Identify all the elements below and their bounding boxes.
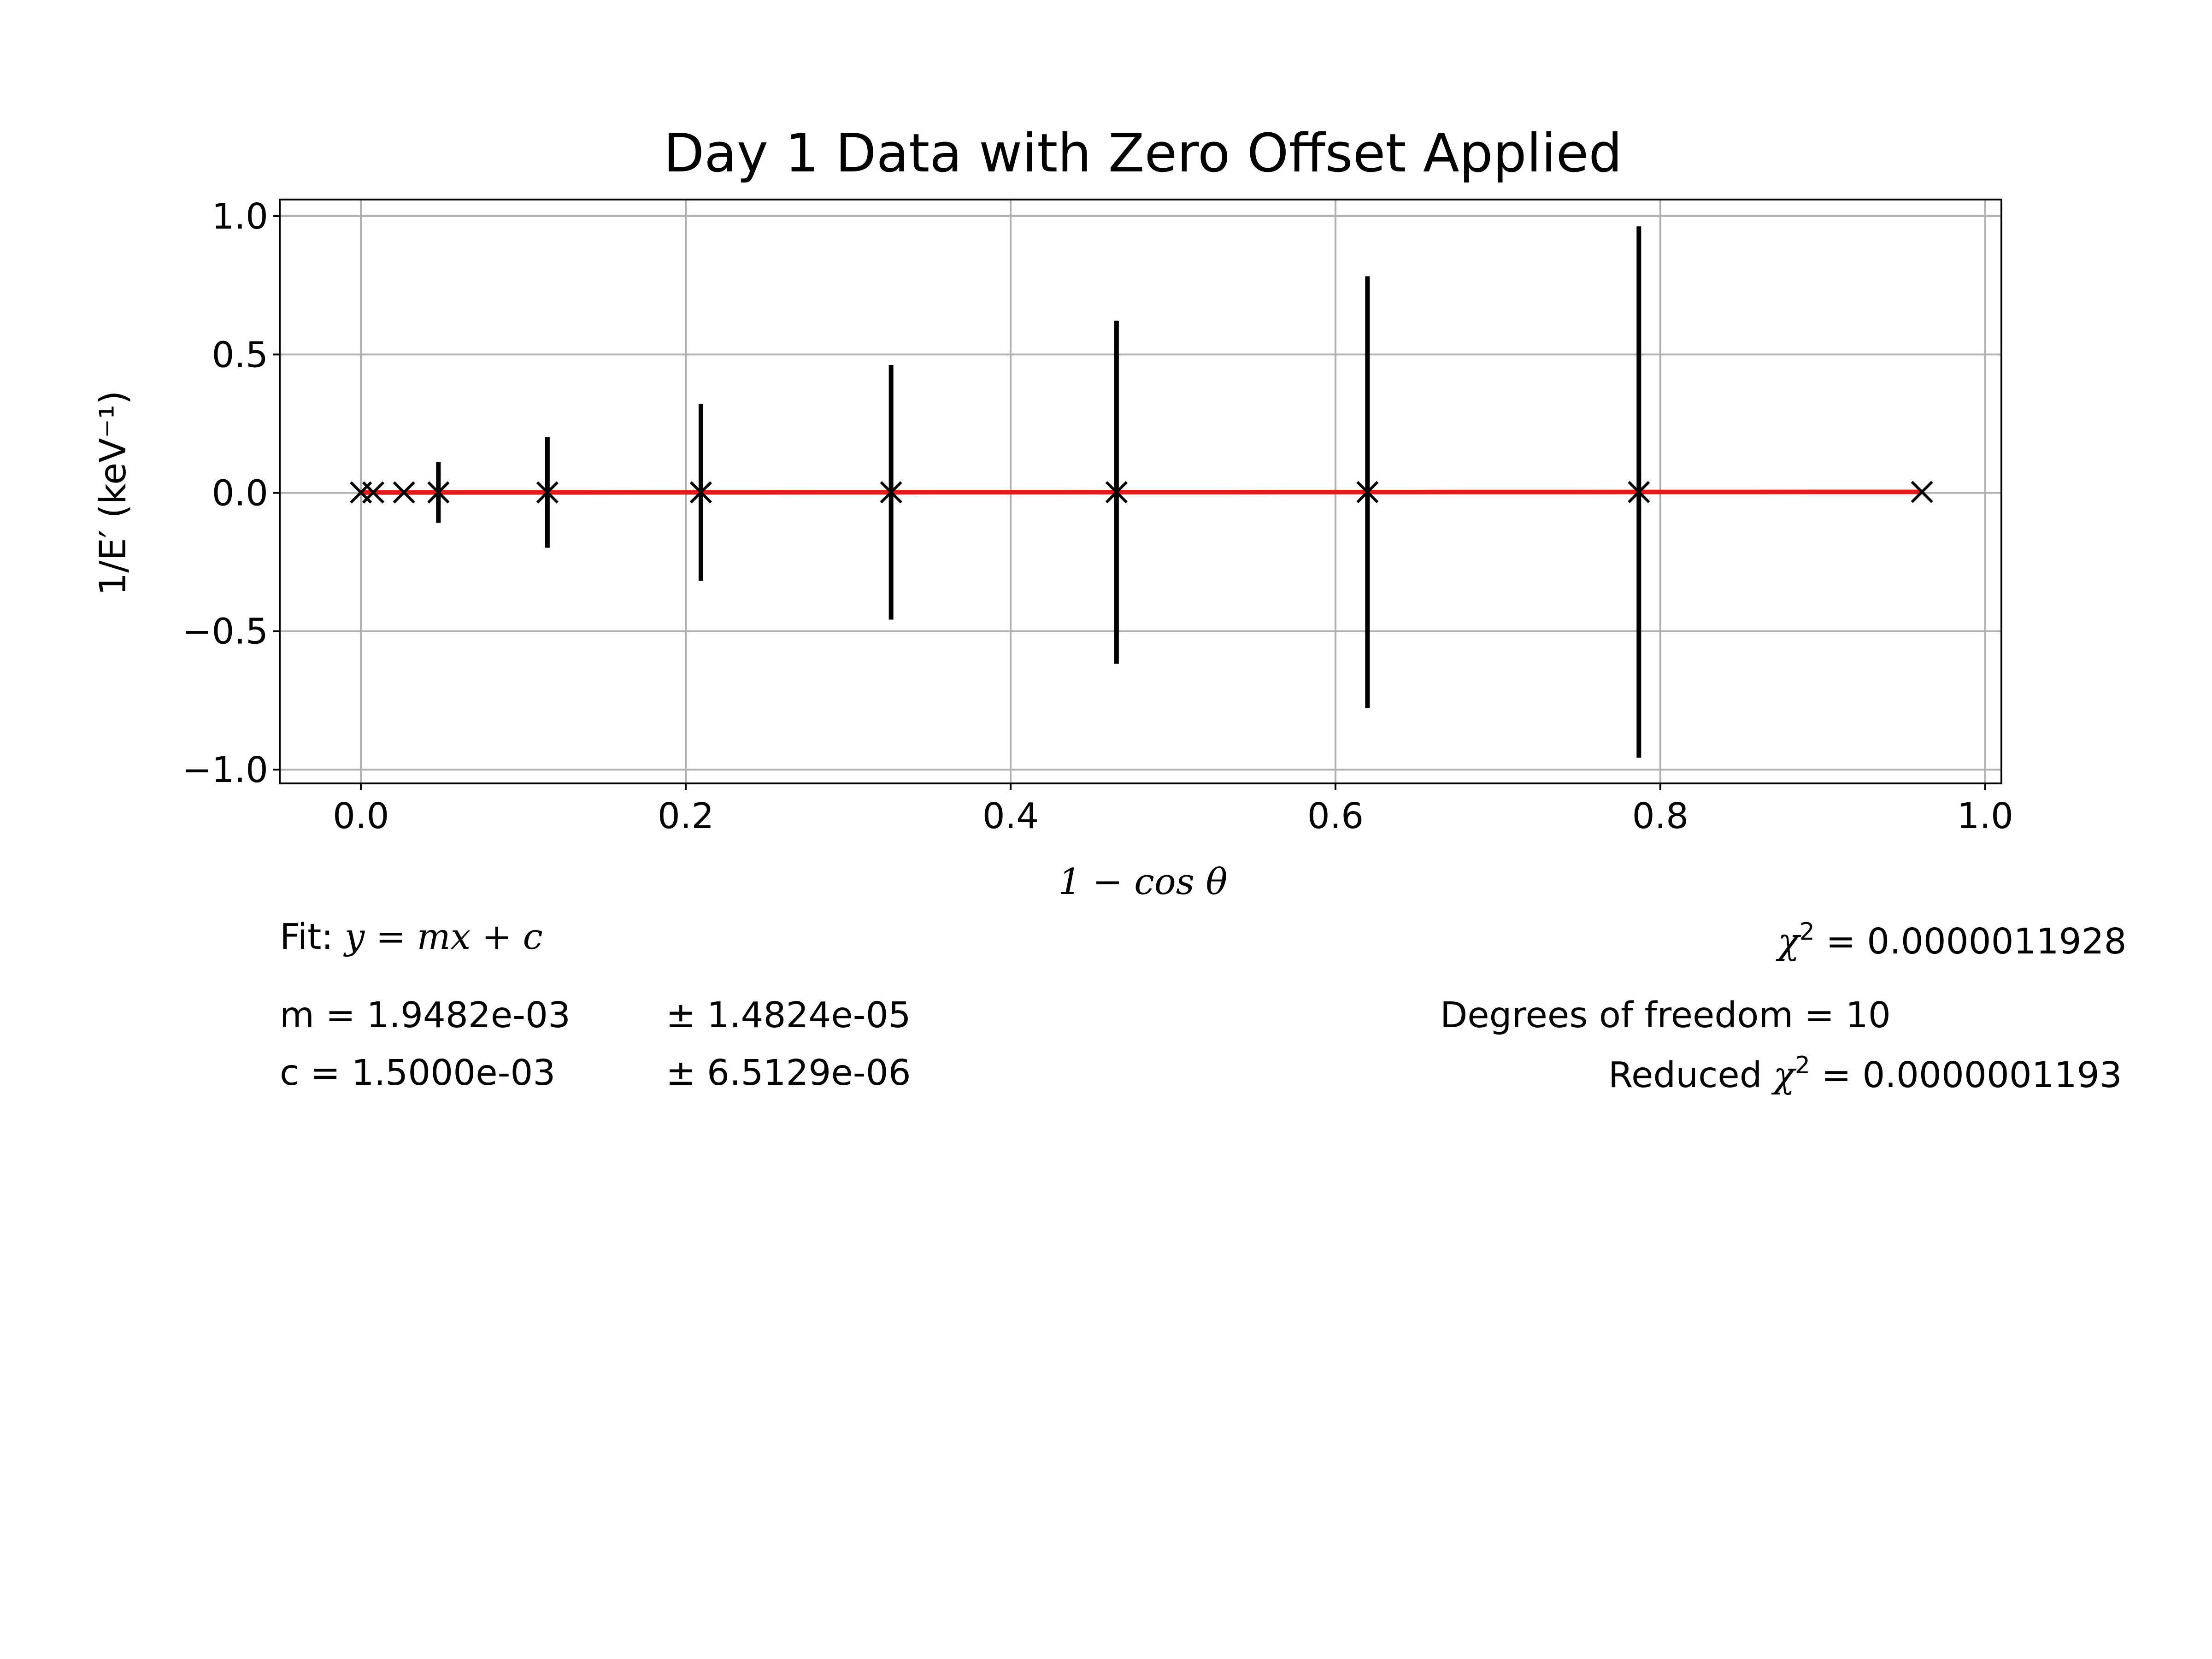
chi-exponent: 2 [1799, 918, 1815, 946]
reduced-chi-exponent: 2 [1794, 1052, 1810, 1079]
chi-squared-value: = 0.0000011928 [1814, 921, 2127, 962]
data-point [536, 481, 559, 504]
plot-frame [279, 199, 2002, 784]
data-point-stroke [880, 481, 902, 504]
data-point-stroke [1628, 481, 1650, 503]
y-tick-label: 0.0 [212, 473, 268, 514]
data-markers [350, 481, 1933, 504]
data-point [880, 481, 902, 504]
slope-value: m = 1.9482e-03 [280, 995, 571, 1036]
data-point-stroke [1356, 481, 1379, 504]
data-point [393, 481, 415, 504]
y-tick-label: −0.5 [182, 612, 268, 653]
x-axis-label: 1 − cos θ [1059, 861, 1228, 903]
y-tick-label: 0.5 [212, 335, 268, 376]
x-tick-label: 0.6 [1307, 796, 1364, 837]
chi-symbol: χ [1778, 921, 1800, 962]
x-tick-label: 0.4 [982, 796, 1039, 837]
x-tick-label: 0.2 [658, 796, 714, 837]
chart-title: Day 1 Data with Zero Offset Applied [664, 123, 1623, 184]
data-point [689, 481, 712, 504]
fit-equation: y = mx + c [344, 917, 543, 958]
x-tick-label: 0.0 [333, 796, 389, 837]
reduced-prefix: Reduced [1608, 1055, 1774, 1096]
data-point-stroke [427, 481, 450, 504]
intercept-value: c = 1.5000e-03 [280, 1053, 556, 1094]
fit-equation-label: Fit: y = mx + c [280, 919, 543, 955]
data-point-stroke [362, 481, 385, 504]
ticks: 0.0 0.2 0.4 0.6 0.8 1.0 −1.0 −0.5 0.0 0.5 1.0 [182, 196, 2013, 837]
data-point [362, 481, 385, 504]
fit-label-prefix: Fit: [280, 917, 345, 958]
data-point-stroke [1911, 481, 1933, 503]
data-point [1628, 481, 1650, 503]
data-point [427, 481, 450, 504]
y-tick-label: −1.0 [182, 750, 268, 791]
degrees-of-freedom: Degrees of freedom = 10 [1440, 995, 1891, 1036]
x-tick-label: 1.0 [1957, 796, 2013, 837]
slope-error: ± 1.4824e-05 [666, 995, 911, 1036]
x-tick-label: 0.8 [1632, 796, 1688, 837]
intercept-error: ± 6.5129e-06 [666, 1053, 911, 1094]
data-point-stroke [689, 481, 712, 504]
y-axis-label: 1/E′ (keV⁻¹) [93, 391, 134, 596]
chi-squared: χ2 = 0.0000011928 [1778, 920, 2127, 962]
reduced-chi-squared: Reduced χ2 = 0.0000001193 [1608, 1053, 2122, 1096]
data-point-stroke [393, 481, 415, 504]
data-point [1105, 481, 1128, 504]
reduced-chi-symbol: χ [1773, 1055, 1795, 1096]
y-tick-label: 1.0 [212, 196, 268, 237]
data-point-stroke [536, 481, 559, 504]
data-point-stroke [1105, 481, 1128, 504]
reduced-chi-squared-value: = 0.0000001193 [1810, 1055, 2122, 1096]
data-point [1356, 481, 1379, 504]
data-point [1911, 481, 1933, 503]
